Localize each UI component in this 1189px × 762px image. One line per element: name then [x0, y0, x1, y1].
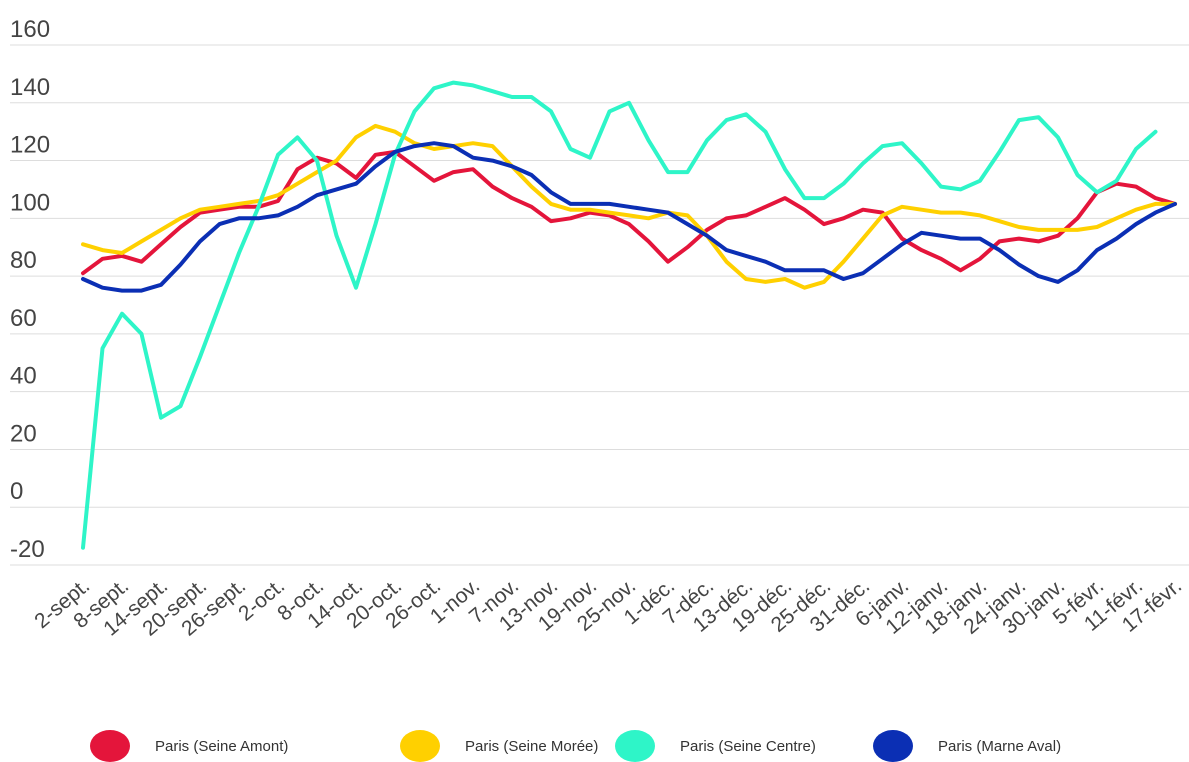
y-tick-label: 140 — [10, 74, 50, 101]
series-line — [81, 149, 1177, 276]
series-line — [81, 123, 1177, 290]
y-tick-label: -20 — [10, 536, 45, 563]
legend-label: Paris (Seine Amont) — [155, 738, 288, 755]
y-tick-label: 160 — [10, 16, 50, 43]
y-tick-label: 60 — [10, 305, 37, 332]
y-tick-label: 20 — [10, 420, 37, 447]
y-tick-label: 0 — [10, 478, 23, 505]
y-tick-label: 80 — [10, 247, 37, 274]
legend-label: Paris (Seine Centre) — [680, 738, 816, 755]
legend-swatch — [400, 730, 440, 762]
legend-swatch — [615, 730, 655, 762]
legend-label: Paris (Seine Morée) — [465, 738, 598, 755]
series-line — [81, 80, 1158, 550]
y-tick-label: 100 — [10, 189, 50, 216]
series-line — [81, 141, 1177, 293]
y-tick-label: 120 — [10, 132, 50, 159]
legend-swatch — [90, 730, 130, 762]
legend-swatch — [873, 730, 913, 762]
y-tick-label: 40 — [10, 363, 37, 390]
legend-label: Paris (Marne Aval) — [938, 738, 1061, 755]
